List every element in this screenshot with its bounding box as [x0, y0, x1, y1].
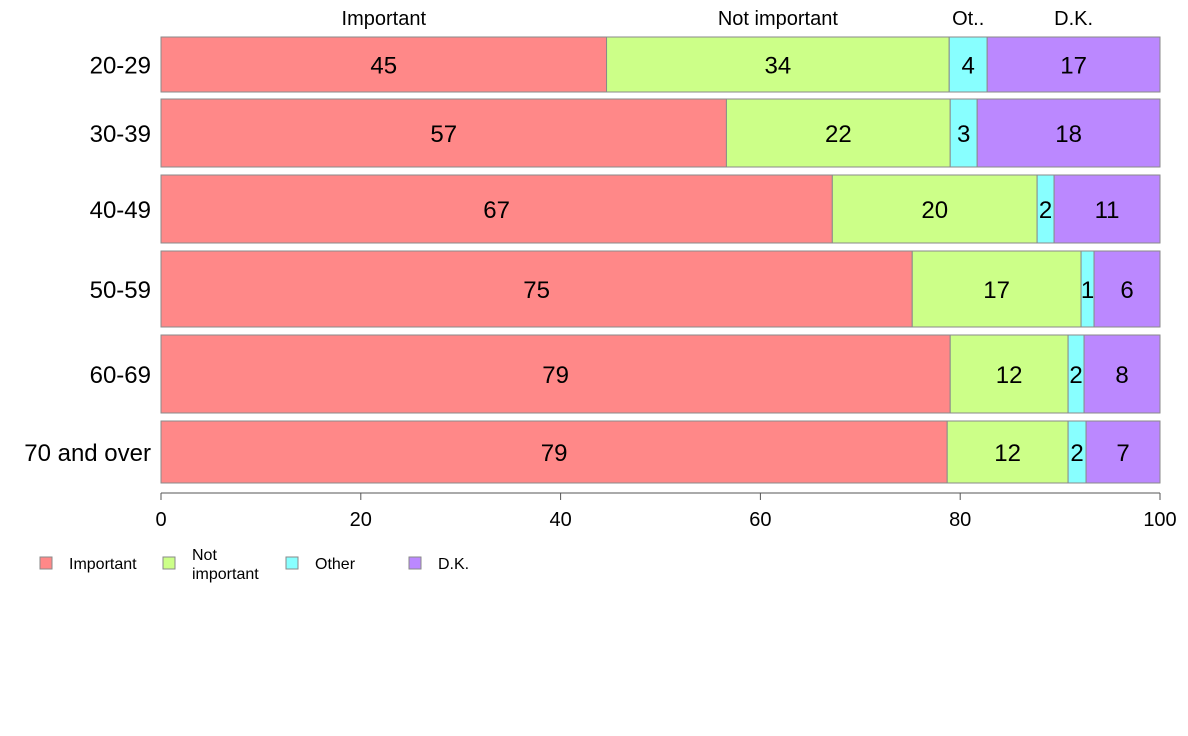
data-label-60-69-d-k: 8	[1115, 362, 1128, 389]
legend-item-d-k: D.K.	[408, 556, 469, 573]
data-label-60-69-important: 79	[542, 362, 569, 389]
category-labels: 20-29 30-39 40-49 50-59 60-69 70 and over	[24, 53, 151, 468]
data-label-60-69-other: 2	[1069, 362, 1082, 389]
bar-row-60-69: 79 12 2 8	[160, 334, 1161, 414]
x-tick-label-40: 40	[549, 509, 571, 531]
legend-swatch-other	[285, 556, 299, 570]
data-label-70-and-over-other: 2	[1070, 440, 1083, 467]
legend-swatch-not-important	[162, 556, 176, 570]
legend-label-other: Other	[315, 556, 356, 573]
data-label-70-and-over-d-k: 7	[1116, 440, 1129, 467]
data-label-30-39-d-k: 18	[1055, 121, 1082, 148]
category-label-20-29: 20-29	[90, 53, 151, 80]
bar-row-20-29: 45 34 4 17	[160, 36, 1161, 93]
data-label-40-49-d-k: 11	[1095, 197, 1120, 224]
data-label-70-and-over-not-important: 12	[994, 440, 1021, 467]
category-label-30-39: 30-39	[90, 121, 151, 148]
column-header-not-important: Not important	[718, 8, 838, 30]
x-tick-label-80: 80	[949, 509, 971, 531]
bar-segment-30-39-d-k	[976, 98, 1161, 168]
data-label-20-29-d-k: 17	[1060, 53, 1087, 80]
bar-row-70-and-over: 79 12 2 7	[160, 420, 1161, 484]
legend-label-not-important: Not important	[192, 547, 259, 583]
legend-swatch-d-k	[408, 556, 422, 570]
category-label-60-69: 60-69	[90, 362, 151, 389]
category-label-70-and-over: 70 and over	[24, 440, 151, 467]
data-label-40-49-other: 2	[1039, 197, 1052, 224]
column-header-important: Important	[342, 8, 427, 30]
data-label-60-69-not-important: 12	[996, 362, 1023, 389]
x-tick-label-100: 100	[1143, 509, 1176, 531]
category-label-50-59: 50-59	[90, 277, 151, 304]
column-headers: Important Not important Ot.. D.K.	[342, 8, 1094, 30]
data-label-40-49-important: 67	[483, 197, 510, 224]
data-label-30-39-important: 57	[430, 121, 457, 148]
bar-segment-50-59-important	[160, 250, 913, 328]
x-tick-label-60: 60	[749, 509, 771, 531]
data-label-20-29-other: 4	[962, 53, 975, 80]
data-label-30-39-other: 3	[957, 121, 970, 148]
data-label-50-59-d-k: 6	[1120, 277, 1133, 304]
bar-segment-40-49-d-k	[1053, 174, 1161, 244]
legend-item-important: Important	[39, 556, 137, 573]
legend-label-d-k: D.K.	[438, 556, 469, 573]
bar-segment-70-and-over-important	[160, 420, 948, 484]
data-label-40-49-not-important: 20	[921, 197, 948, 224]
category-label-40-49: 40-49	[90, 197, 151, 224]
bar-segment-20-29-other	[948, 36, 988, 93]
x-tick-label-0: 0	[155, 509, 166, 531]
data-label-30-39-not-important: 22	[825, 121, 852, 148]
legend-item-other: Other	[285, 556, 356, 573]
data-label-50-59-important: 75	[523, 277, 550, 304]
data-label-20-29-not-important: 34	[765, 53, 792, 80]
bar-area: 45 34 4 17 57 22 3 18 67 20 2 11 75 17 1 6 79 12 2 8 79 12 2 7	[160, 36, 1161, 484]
data-label-50-59-not-important: 17	[983, 277, 1010, 304]
bar-segment-60-69-d-k	[1083, 334, 1161, 414]
legend-swatch-important	[39, 556, 53, 570]
x-axis: 0 20 40 60 80 100	[155, 492, 1177, 531]
legend-label-important: Important	[69, 556, 137, 573]
column-header-ot: Ot..	[952, 8, 984, 30]
bar-row-40-49: 67 20 2 11	[160, 174, 1161, 244]
bar-segment-70-and-over-d-k	[1085, 420, 1161, 484]
x-tick-label-20: 20	[350, 509, 372, 531]
data-label-50-59-other: 1	[1081, 277, 1094, 304]
bar-segment-30-39-not-important	[725, 98, 951, 168]
bar-row-50-59: 75 17 1 6	[160, 250, 1161, 328]
bar-segment-20-29-not-important	[606, 36, 950, 93]
bar-segment-40-49-not-important	[831, 174, 1038, 244]
bar-segment-20-29-d-k	[986, 36, 1161, 93]
bar-segment-30-39-important	[160, 98, 727, 168]
bar-row-30-39: 57 22 3 18	[160, 98, 1161, 168]
bar-segment-20-29-important	[160, 36, 608, 93]
bar-segment-70-and-over-not-important	[946, 420, 1069, 484]
data-label-20-29-important: 45	[370, 53, 397, 80]
legend: Important Not important Other D.K.	[39, 547, 469, 583]
bar-segment-30-39-other	[949, 98, 978, 168]
bar-segment-50-59-not-important	[911, 250, 1082, 328]
bar-segment-40-49-important	[160, 174, 833, 244]
bar-segment-50-59-d-k	[1093, 250, 1161, 328]
data-label-70-and-over-important: 79	[541, 440, 568, 467]
legend-item-not-important: Not important	[162, 547, 259, 583]
column-header-d-k: D.K.	[1054, 8, 1093, 30]
